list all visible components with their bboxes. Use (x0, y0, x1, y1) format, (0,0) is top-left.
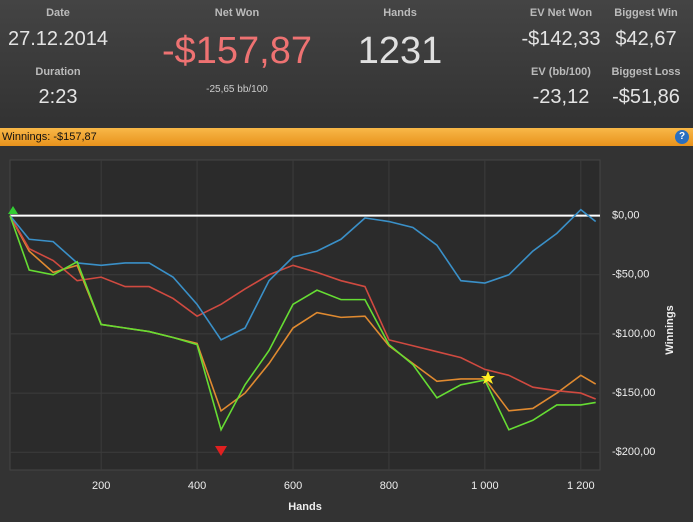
label: Net Won (214, 7, 260, 19)
series-line (9, 215, 596, 432)
help-button[interactable]: ? (675, 130, 689, 144)
label: Date (46, 7, 70, 19)
y-tick-label: -$150,00 (612, 387, 655, 399)
y-axis-label: Winnings (664, 305, 676, 354)
x-tick-label: 600 (284, 480, 302, 492)
value: $42,67 (615, 28, 677, 50)
series-line (9, 215, 596, 400)
x-axis-label: Hands (288, 501, 322, 513)
x-tick-label: 1 200 (567, 480, 595, 492)
x-tick-label: 800 (380, 480, 398, 492)
y-tick-label: -$100,00 (612, 328, 655, 340)
value: 1231 (357, 30, 443, 72)
y-tick-label: $0,00 (612, 210, 640, 222)
label: Hands (383, 7, 417, 19)
value: 27.12.2014 (7, 28, 109, 50)
series-line (9, 208, 597, 341)
label: Biggest Loss (611, 66, 681, 78)
x-tick-label: 1 000 (471, 480, 499, 492)
label: Biggest Win (614, 7, 678, 19)
value: -23,12 (532, 86, 590, 108)
header: Date 27.12.2014 Duration 2:23 Net Won -$… (0, 0, 693, 120)
value: -$142,33 (521, 28, 601, 50)
value: -$51,86 (612, 86, 680, 108)
x-tick-label: 200 (92, 480, 110, 492)
panel-title: Winnings: -$157,87 (2, 131, 97, 143)
value: -$157,87 (161, 30, 313, 72)
label: Duration (35, 66, 81, 78)
x-tick-label: 400 (188, 480, 206, 492)
value: 2:23 (38, 86, 78, 108)
chart: Hands Winnings $0,00 -$50,00 -$100,00 -$150… (9, 159, 676, 513)
label: EV (bb/100) (531, 66, 591, 78)
plot-area (9, 159, 601, 471)
label: EV Net Won (529, 7, 593, 19)
y-tick-label: -$50,00 (612, 269, 649, 281)
value: -25,65 bb/100 (206, 84, 268, 95)
y-tick-label: -$200,00 (612, 446, 655, 458)
panel-bar: Winnings: -$157,87 ? (0, 128, 693, 146)
